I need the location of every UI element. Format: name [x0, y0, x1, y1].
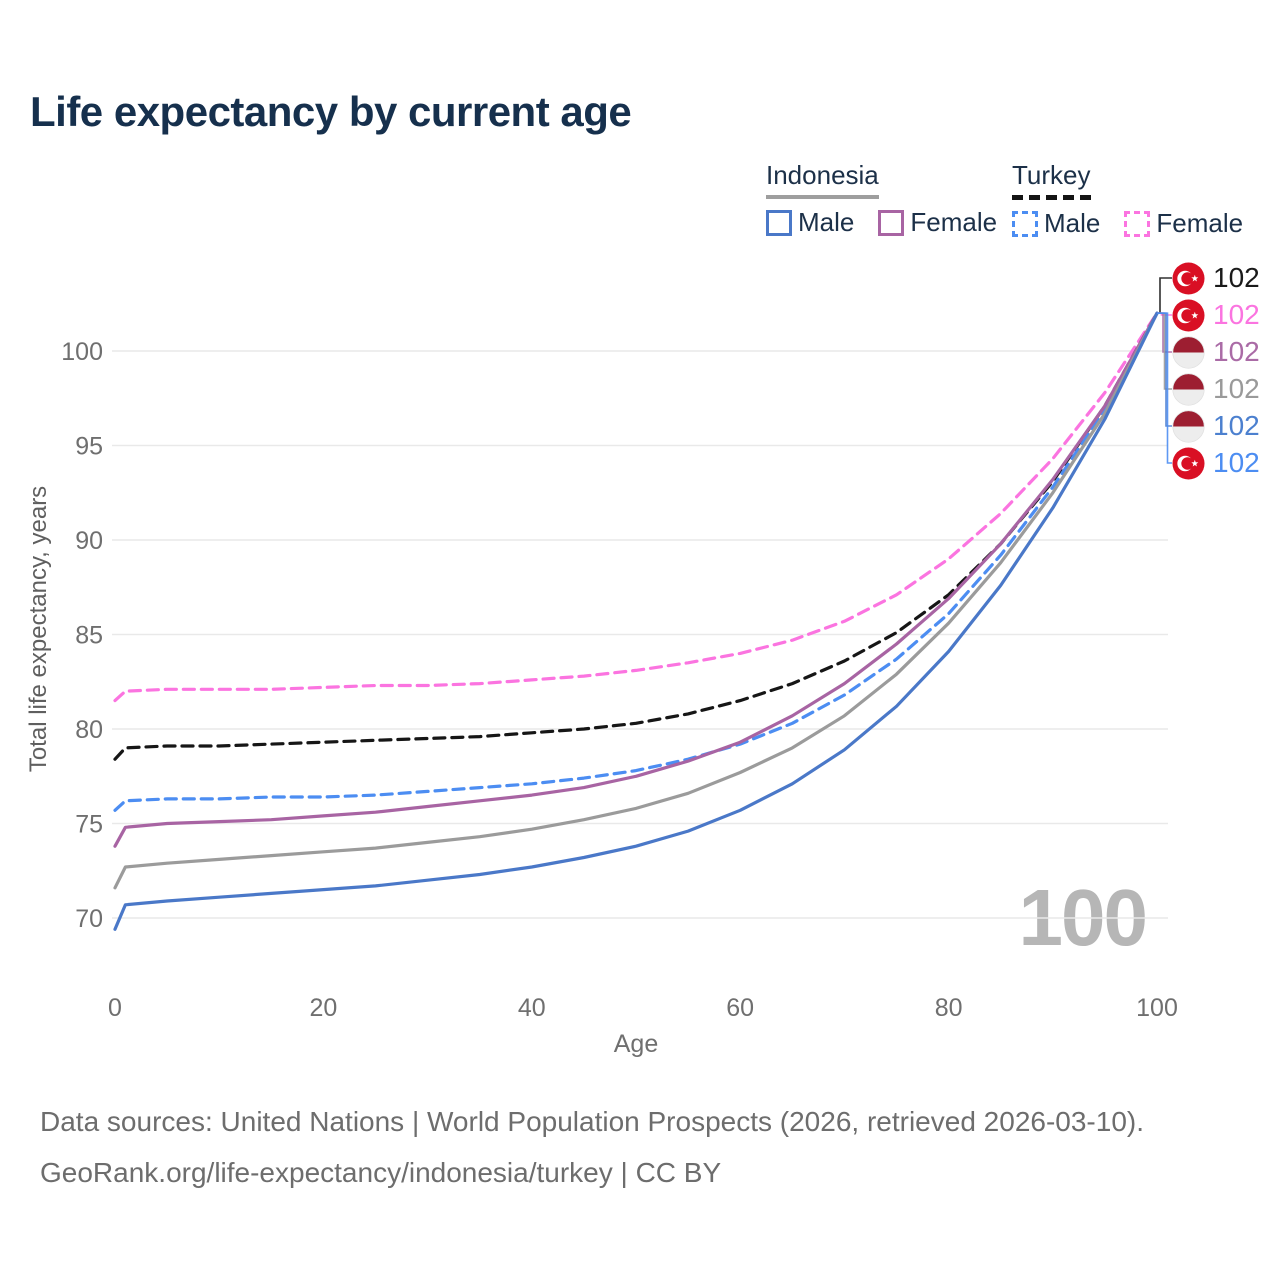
x-tick-label: 40: [518, 994, 546, 1022]
end-value: 102: [1213, 262, 1260, 293]
series-line-indonesia-male[interactable]: [113, 311, 1159, 931]
legend-solid-line-key: [766, 195, 879, 199]
legend-item-label: Male: [1044, 208, 1101, 238]
series-line-turkey-female[interactable]: [113, 311, 1159, 703]
turkey-flag-icon: [1172, 446, 1205, 480]
leader-line-turkey-male: [1157, 312, 1172, 464]
legend-country-turkey[interactable]: Turkey: [1012, 160, 1091, 200]
end-label-leaders: [1157, 277, 1172, 464]
y-tick-label: 95: [75, 433, 103, 461]
legend-dashed-line-key: [1012, 195, 1091, 200]
legend-country-label: Turkey: [1012, 160, 1091, 190]
x-axis-title: Age: [614, 1030, 658, 1058]
end-label-turkey-female: 102: [1172, 296, 1260, 334]
end-label-indonesia-female: 102: [1172, 333, 1260, 371]
series-lines: [113, 311, 1159, 931]
x-tick-label: 60: [726, 994, 754, 1022]
x-tick-label: 80: [935, 994, 963, 1022]
legend-country-label: Indonesia: [766, 160, 879, 190]
legend-swatch-icon: [878, 209, 905, 236]
turkey-flag-icon: [1172, 261, 1205, 295]
y-axis-title: Total life expectancy, years: [25, 486, 52, 772]
x-tick-label: 20: [309, 994, 337, 1022]
legend-swatch-icon: [766, 209, 792, 236]
indonesia-flag-icon: [1172, 372, 1205, 406]
y-axis-ticks: 70 75 80 85 90 95 100: [61, 338, 103, 933]
y-tick-label: 100: [61, 338, 103, 366]
gridlines: [112, 350, 1168, 919]
end-value: 102: [1213, 299, 1260, 330]
turkey-flag-icon: [1172, 298, 1205, 332]
legend-item-label: Male: [798, 207, 855, 237]
end-value: 102: [1213, 373, 1260, 404]
end-label-turkey-total: 102: [1172, 259, 1260, 297]
x-tick-label: 100: [1136, 994, 1178, 1022]
legend-item-turkey-male[interactable]: Male: [1012, 208, 1100, 239]
legend-group-turkey: Turkey Male Female: [1012, 160, 1243, 239]
legend-item-label: Female: [1156, 208, 1244, 238]
x-axis-ticks: 0 20 40 60 80 100: [108, 994, 1178, 1022]
y-tick-label: 75: [75, 811, 103, 839]
legend-group-indonesia: Indonesia Male Female: [766, 160, 997, 238]
y-tick-label: 80: [75, 716, 103, 744]
legend-swatch-icon: [1124, 210, 1151, 237]
footer: Data sources: United Nations | World Pop…: [40, 1102, 1144, 1203]
end-label-indonesia-total: 102: [1172, 370, 1260, 408]
end-value: 102: [1213, 410, 1260, 441]
y-tick-label: 70: [75, 905, 103, 933]
end-value: 102: [1213, 336, 1260, 367]
end-label-turkey-male: 102: [1172, 444, 1260, 482]
series-line-turkey-total[interactable]: [113, 311, 1159, 761]
legend-country-indonesia[interactable]: Indonesia: [766, 160, 879, 199]
source-url-line[interactable]: GeoRank.org/life-expectancy/indonesia/tu…: [40, 1156, 722, 1188]
y-tick-label: 90: [75, 527, 103, 555]
indonesia-flag-icon: [1172, 335, 1205, 369]
indonesia-flag-icon: [1172, 409, 1205, 443]
legend-item-turkey-female[interactable]: Female: [1124, 208, 1243, 239]
data-sources-line: Data sources: United Nations | World Pop…: [40, 1106, 1145, 1137]
legend-item-indonesia-male[interactable]: Male: [766, 207, 854, 238]
series-line-indonesia-female[interactable]: [113, 311, 1159, 848]
series-line-turkey-male[interactable]: [113, 311, 1159, 812]
chart-title: Life expectancy by current age: [30, 88, 632, 135]
end-label-indonesia-male: 102: [1172, 407, 1260, 445]
series-line-indonesia-total[interactable]: [113, 311, 1159, 890]
leader-line-turkey-total: [1157, 277, 1172, 314]
y-tick-label: 85: [75, 622, 103, 650]
end-value: 102: [1213, 447, 1260, 478]
legend-swatch-icon: [1012, 210, 1038, 237]
legend-item-label: Female: [910, 207, 998, 237]
x-tick-label: 0: [108, 994, 122, 1022]
legend-item-indonesia-female[interactable]: Female: [878, 207, 997, 238]
